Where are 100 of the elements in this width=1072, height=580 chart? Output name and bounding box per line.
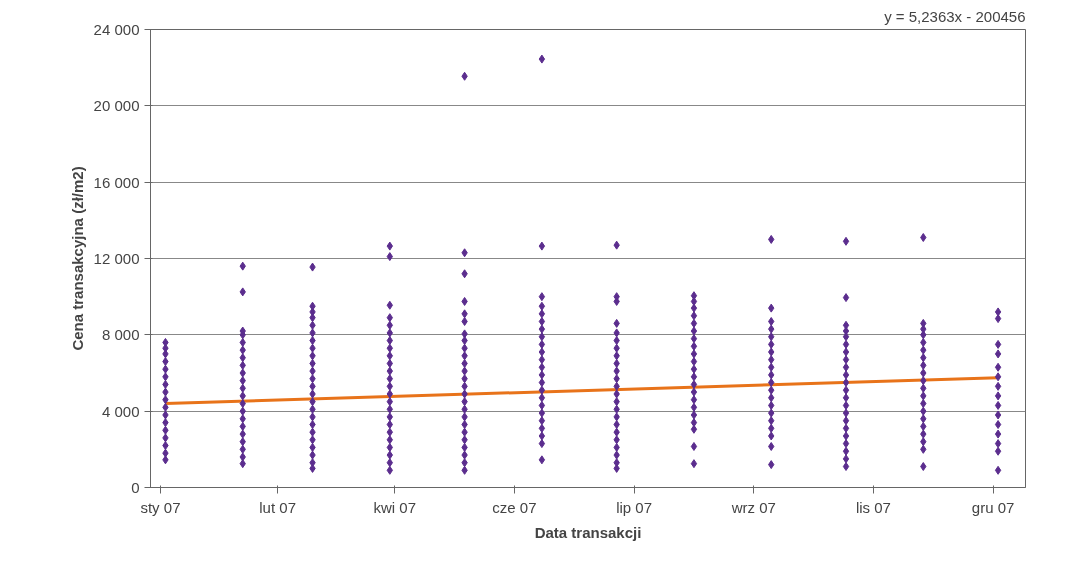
point [461,412,468,422]
point [842,385,850,395]
point [386,374,393,384]
point [162,455,169,465]
point [538,416,546,426]
point [613,442,620,452]
y-tick-label: 16 000 [93,173,140,191]
point [994,339,1002,349]
point [461,351,468,361]
x-tick-label: cze 07 [492,498,537,516]
point [386,427,393,437]
point [461,450,468,460]
point [994,410,1002,420]
point [538,332,546,342]
point [461,435,468,445]
point [768,441,775,451]
point [309,435,316,445]
point [690,357,698,367]
point [690,326,698,336]
point [768,362,775,372]
point [690,459,698,469]
point [768,355,775,365]
point [239,406,246,416]
point [162,441,169,451]
point [613,420,620,430]
point [613,412,620,422]
point [920,330,927,340]
point [239,287,246,297]
point [768,378,775,388]
point [461,465,468,475]
point [239,360,246,370]
point [690,424,698,434]
point [239,383,246,393]
point [768,408,775,418]
point [920,444,927,454]
point [690,395,698,405]
point [386,366,393,376]
point [386,435,393,445]
point [309,427,316,437]
point [768,400,775,410]
y-tick-label: 8 000 [101,326,140,344]
text: y = 5,2363x - 200456 [884,7,1026,25]
point [690,341,698,351]
point [162,402,169,412]
y-axis-title: Cena transakcyjna (zł/m2) [68,166,86,351]
point [768,370,775,380]
point [842,462,850,472]
point [613,404,620,414]
point [920,376,927,386]
point [461,427,468,437]
point [386,336,393,346]
point [461,389,468,399]
point [920,399,927,409]
point [461,374,468,384]
x-tick-label: lut 07 [259,498,296,516]
point [309,351,316,361]
point [309,374,316,384]
point [309,328,316,338]
point [538,316,546,326]
point [309,381,316,391]
point [386,320,393,330]
point [162,425,169,435]
point [162,410,169,420]
point [613,318,620,328]
point [162,337,169,347]
x-axis-title: Data transakcji [534,523,642,541]
point [768,347,775,357]
point [538,301,546,311]
x-tick-label: lis 07 [855,498,891,516]
point [309,358,316,368]
point [842,339,850,349]
point [162,379,169,389]
point [386,313,393,323]
point [162,448,169,458]
point [461,269,468,279]
point [239,368,246,378]
point [994,400,1002,410]
point [162,372,169,382]
point [538,385,546,395]
point [613,435,620,445]
point [613,366,620,376]
point [920,414,927,424]
point [690,318,698,328]
point [309,301,316,311]
point [461,343,468,353]
y-tick-label: 0 [131,479,140,496]
point [994,429,1002,439]
point [386,412,393,422]
point [842,332,850,342]
point [162,433,169,443]
point [309,262,316,272]
point [842,370,850,380]
point [613,351,620,361]
point [768,393,775,403]
point [842,408,850,418]
point [613,328,620,338]
point [309,404,316,414]
point [994,381,1002,391]
point [920,318,927,328]
point [842,347,850,357]
